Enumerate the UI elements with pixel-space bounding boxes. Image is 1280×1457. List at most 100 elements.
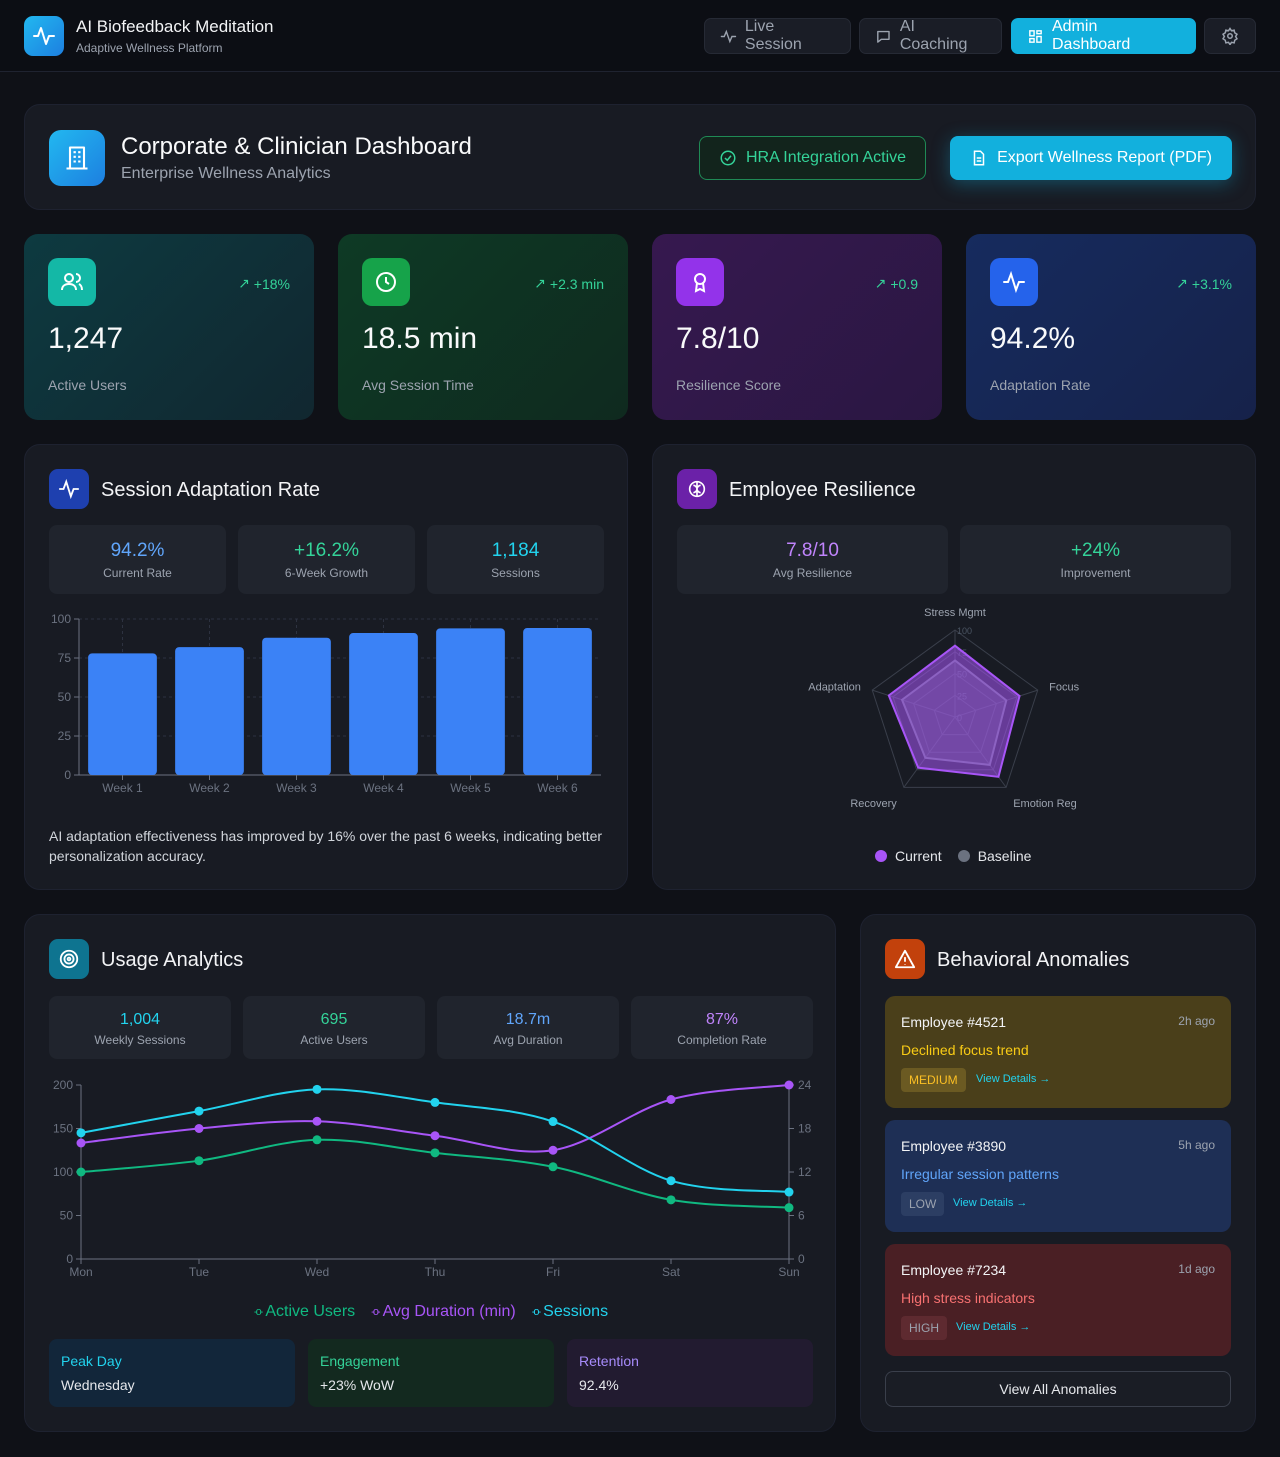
x-tick-label: Thu [425, 1265, 446, 1279]
data-point [548, 1162, 558, 1172]
stat-value: 94.2% [990, 322, 1076, 355]
admin-dashboard-button[interactable]: Admin Dashboard [1011, 18, 1196, 54]
employee-resilience-panel: Employee Resilience 7.8/10 Avg Resilienc… [652, 444, 1256, 890]
activity-icon [49, 469, 89, 509]
metric-sessions: 1,184 Sessions [427, 525, 604, 594]
usage-line-chart: 0 50 100 150 200 0 6 12 18 24 Mon Tue Wed Thu Fri Sat Su… [53, 1078, 812, 1279]
stat-card-avg-session-time: ↗ +2.3 min 18.5 min Avg Session Time [338, 234, 628, 420]
top-bar: AI Biofeedback Meditation Adaptive Welln… [0, 0, 1280, 72]
trend-up-indicator: ↗ +2.3 min [534, 275, 604, 292]
legend-item[interactable]: -o- Avg Duration (min) [371, 1303, 516, 1321]
admin-dashboard-label: Admin Dashboard [1051, 18, 1131, 53]
metric-label: Active Users [300, 1033, 368, 1047]
metric-label: Avg Resilience [772, 566, 853, 580]
data-point [312, 1135, 322, 1145]
view-details-link[interactable]: View Details → [953, 1197, 1028, 1209]
metric-value: 695 [320, 1011, 348, 1028]
metric-avg-duration: 18.7m Avg Duration [437, 996, 619, 1059]
legend-item[interactable]: -o- Sessions [532, 1303, 608, 1321]
legend-item[interactable]: -o- Active Users [254, 1303, 355, 1321]
warning-icon [885, 939, 925, 979]
radar-axis-label: Recovery [850, 798, 897, 810]
view-details-link[interactable]: View Details → [956, 1321, 1031, 1333]
legend-label: Baseline [977, 848, 1032, 864]
left-y-tick-label: 150 [53, 1122, 73, 1136]
gear-icon [1222, 27, 1238, 45]
y-tick-label: 75 [58, 651, 72, 665]
stat-value: 18.5 min [362, 322, 478, 355]
data-point [784, 1203, 794, 1213]
metric-active-users: 695 Active Users [243, 996, 425, 1059]
x-tick-label: Mon [69, 1265, 92, 1279]
legend-baseline[interactable]: Baseline [957, 848, 1032, 864]
trending-up-icon: ↗ [1176, 275, 1188, 291]
stat-label: Avg Session Time [362, 377, 474, 393]
legend-label: Active Users [265, 1303, 356, 1320]
anomaly-card[interactable]: Employee #7234 1d ago High stress indica… [885, 1244, 1231, 1356]
legend-label: Current [895, 848, 942, 864]
metric-avg-resilience: 7.8/10 Avg Resilience [677, 525, 948, 594]
anomaly-card[interactable]: Employee #4521 2h ago Declined focus tre… [885, 996, 1231, 1108]
legend-line-icon: -o- [253, 1306, 264, 1318]
anomaly-time: 1d ago [1178, 1262, 1215, 1276]
trend-up-indicator: ↗ +18% [238, 275, 290, 292]
data-point [312, 1116, 322, 1126]
hra-integration-status[interactable]: HRA Integration Active [699, 136, 926, 180]
settings-button[interactable] [1204, 18, 1256, 54]
engagement-box: Engagement +23% WoW [308, 1339, 554, 1407]
view-details-link[interactable]: View Details → [976, 1073, 1051, 1085]
activity-icon [720, 29, 737, 43]
resilience-radar-chart: Stress Mgmt Focus Emotion Reg Recovery Adapt… [808, 607, 1079, 810]
trend-up-indicator: ↗ +0.9 [875, 275, 918, 292]
check-circle-icon [720, 150, 736, 166]
section-title: Employee Resilience [729, 479, 916, 501]
stat-card-resilience-score: ↗ +0.9 7.8/10 Resilience Score [652, 234, 942, 420]
legend-line-icon: -o- [531, 1306, 542, 1318]
left-y-tick-label: 200 [53, 1078, 73, 1092]
export-report-button[interactable]: Export Wellness Report (PDF) [950, 136, 1232, 180]
box-value: +23% WoW [320, 1377, 395, 1393]
radar-axis-label: Adaptation [808, 681, 861, 693]
trending-up-icon: ↗ [238, 275, 250, 291]
metric-value: +24% [1070, 540, 1121, 561]
anomaly-card[interactable]: Employee #3890 5h ago Irregular session … [885, 1120, 1231, 1232]
live-session-button[interactable]: Live Session [704, 18, 851, 54]
data-point [194, 1156, 204, 1166]
x-tick-label: Week 1 [102, 781, 143, 795]
radar-grid-ring [871, 629, 1039, 788]
metric-label: Current Rate [103, 566, 172, 580]
section-title: Usage Analytics [101, 949, 244, 971]
data-point [784, 1187, 794, 1197]
radar-series-area [887, 644, 1021, 778]
data-point [76, 1128, 86, 1138]
y-tick-label: 50 [58, 690, 72, 704]
right-y-tick-label: 6 [798, 1209, 805, 1223]
severity-badge: HIGH [901, 1316, 947, 1340]
metric-current-rate: 94.2% Current Rate [49, 525, 226, 594]
metric-label: Completion Rate [677, 1033, 767, 1047]
stat-value: 1,247 [48, 322, 124, 355]
award-icon [676, 258, 724, 306]
x-tick-label: Week 5 [450, 781, 491, 795]
severity-badge: MEDIUM [901, 1068, 966, 1092]
x-tick-label: Week 2 [189, 781, 230, 795]
legend-line-icon: -o- [371, 1306, 381, 1318]
bar [523, 628, 592, 775]
box-label: Engagement [320, 1353, 400, 1369]
anomaly-description: Irregular session patterns [901, 1166, 1059, 1182]
y-tick-label: 25 [58, 729, 72, 743]
adaptation-bar-chart: 0 25 50 75 100 Week 1 Week 2 Week 3 Week 4 Week 5… [51, 612, 601, 795]
clock-icon [362, 258, 410, 306]
legend-current[interactable]: Current [875, 848, 942, 864]
app-title: AI Biofeedback Meditation [76, 17, 274, 36]
data-point [76, 1167, 86, 1177]
data-point [76, 1138, 86, 1148]
view-all-anomalies-button[interactable]: View All Anomalies [885, 1371, 1231, 1407]
right-y-tick-label: 12 [798, 1165, 812, 1179]
ai-coaching-button[interactable]: AI Coaching [859, 18, 1002, 54]
dashboard-header: Corporate & Clinician Dashboard Enterpri… [24, 104, 1256, 210]
message-icon [877, 30, 890, 43]
bar [88, 653, 157, 775]
metric-label: 6-Week Growth [284, 566, 369, 580]
activity-icon [990, 258, 1038, 306]
